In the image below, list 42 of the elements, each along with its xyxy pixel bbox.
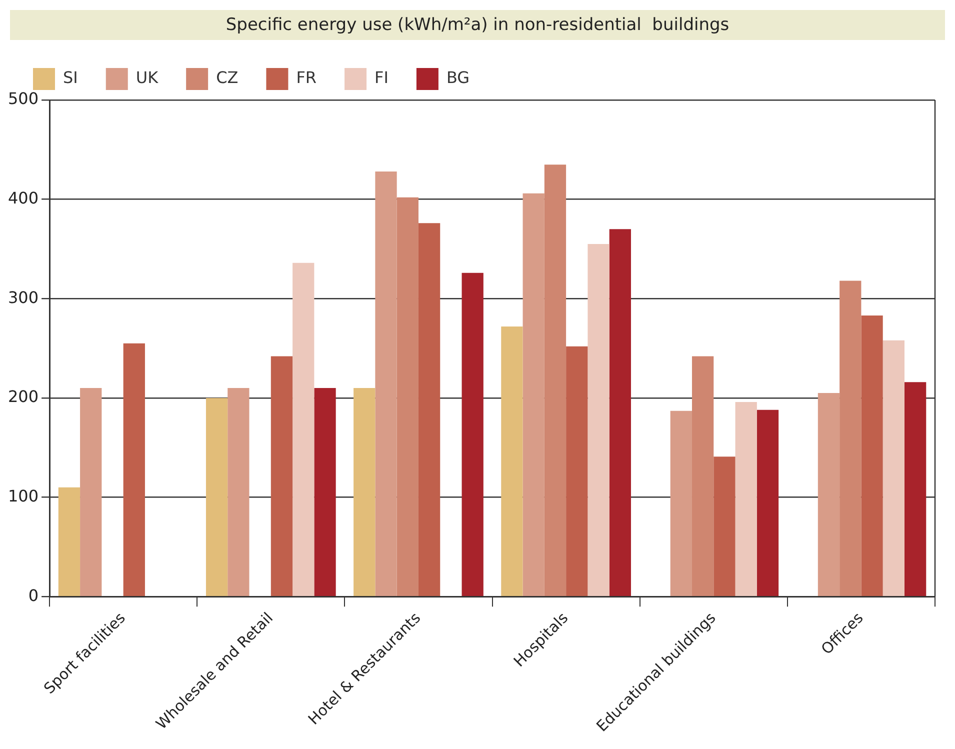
bar xyxy=(861,316,883,596)
bar xyxy=(692,356,714,596)
bar xyxy=(123,343,145,596)
bar xyxy=(818,393,840,596)
bar xyxy=(714,456,736,596)
bar xyxy=(58,487,80,596)
legend-label: FI xyxy=(374,68,388,88)
bar xyxy=(396,197,418,596)
bar xyxy=(501,326,523,596)
bar xyxy=(314,388,336,596)
legend-label: SI xyxy=(63,68,78,88)
y-tick-label: 500 xyxy=(8,89,39,108)
bar xyxy=(588,244,610,596)
bar xyxy=(375,172,397,596)
y-tick-label: 400 xyxy=(8,188,39,208)
bar xyxy=(670,410,692,596)
bar xyxy=(544,164,566,596)
bar xyxy=(292,262,314,596)
bar xyxy=(462,272,484,596)
bar xyxy=(840,280,862,596)
bar xyxy=(418,223,440,596)
bar xyxy=(566,346,588,596)
bar xyxy=(270,356,293,596)
chart-title: Specific energy use (kWh/m²a) in non-residential buildings xyxy=(10,10,945,40)
y-tick-label: 200 xyxy=(8,387,39,406)
bar xyxy=(354,388,376,596)
bar xyxy=(228,388,250,596)
bar xyxy=(522,193,544,596)
bar xyxy=(904,382,926,596)
bar xyxy=(206,398,228,596)
legend-label: FR xyxy=(296,68,317,88)
legend-label: UK xyxy=(136,68,159,88)
y-tick-label: 100 xyxy=(8,486,39,506)
bar xyxy=(609,229,631,596)
bar xyxy=(882,340,904,596)
bar xyxy=(735,402,757,596)
bar xyxy=(80,388,102,596)
y-tick-label: 300 xyxy=(8,288,39,307)
y-tick-label: 0 xyxy=(28,586,39,605)
bar xyxy=(756,410,779,596)
legend-label: CZ xyxy=(216,68,238,88)
legend-label: BG xyxy=(446,68,470,88)
